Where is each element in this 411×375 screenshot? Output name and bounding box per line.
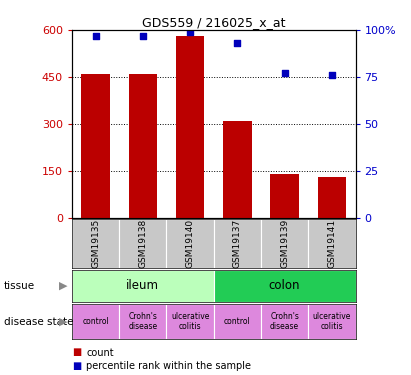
Bar [214, 219, 261, 268]
Bar [261, 219, 308, 268]
Text: ▶: ▶ [60, 281, 68, 291]
Text: Crohn's
disease: Crohn's disease [270, 312, 299, 331]
Text: control: control [224, 317, 251, 326]
Bar [214, 270, 356, 302]
Text: ulcerative
colitis: ulcerative colitis [313, 312, 351, 331]
Bar [72, 304, 119, 339]
Point [234, 40, 241, 46]
Text: GSM19139: GSM19139 [280, 219, 289, 268]
Text: tissue: tissue [4, 281, 35, 291]
Bar [223, 121, 252, 218]
Point [139, 33, 146, 39]
Bar [81, 74, 110, 217]
Text: control: control [82, 317, 109, 326]
Bar [308, 304, 356, 339]
Text: ■: ■ [72, 361, 81, 370]
Text: ileum: ileum [126, 279, 159, 292]
Bar [318, 177, 346, 218]
Text: colon: colon [269, 279, 300, 292]
Bar [129, 74, 157, 217]
Bar [308, 219, 356, 268]
Text: ■: ■ [72, 348, 81, 357]
Text: GSM19137: GSM19137 [233, 219, 242, 268]
Point [328, 72, 335, 78]
Bar [166, 304, 214, 339]
Point [281, 70, 288, 76]
Bar [176, 36, 204, 218]
Title: GDS559 / 216025_x_at: GDS559 / 216025_x_at [142, 16, 286, 29]
Text: GSM19135: GSM19135 [91, 219, 100, 268]
Bar [261, 304, 308, 339]
Bar [166, 219, 214, 268]
Text: Crohn's
disease: Crohn's disease [128, 312, 157, 331]
Bar [119, 219, 166, 268]
Bar [270, 174, 299, 217]
Bar [119, 304, 166, 339]
Text: ulcerative
colitis: ulcerative colitis [171, 312, 209, 331]
Point [187, 29, 193, 35]
Text: ▶: ▶ [60, 316, 68, 327]
Point [92, 33, 99, 39]
Bar [214, 304, 261, 339]
Text: percentile rank within the sample: percentile rank within the sample [86, 361, 251, 370]
Text: GSM19140: GSM19140 [186, 219, 194, 268]
Bar [72, 219, 119, 268]
Text: GSM19141: GSM19141 [328, 219, 336, 268]
Text: GSM19138: GSM19138 [139, 219, 147, 268]
Bar [72, 270, 214, 302]
Text: disease state: disease state [4, 316, 74, 327]
Text: count: count [86, 348, 114, 357]
